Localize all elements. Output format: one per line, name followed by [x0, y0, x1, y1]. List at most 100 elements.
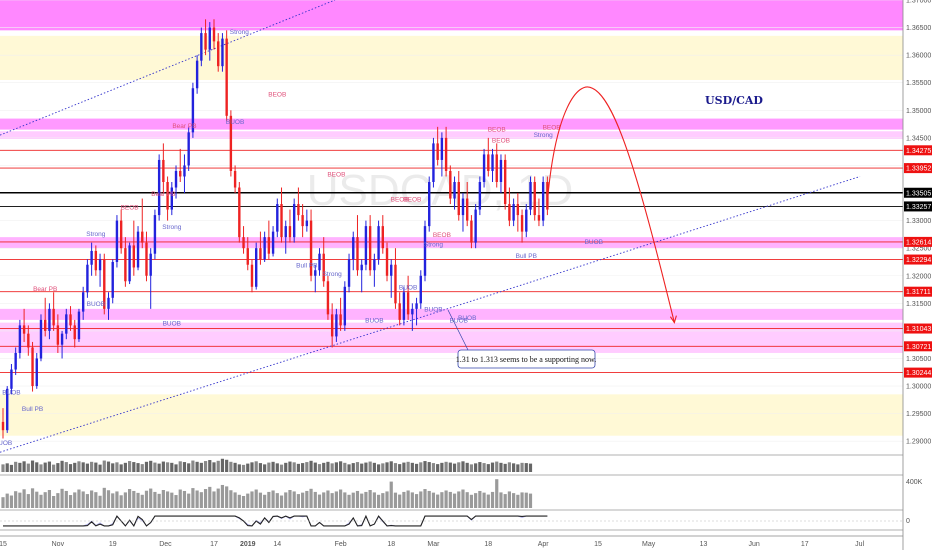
candle-body — [259, 248, 262, 260]
volume2-bar — [60, 488, 64, 508]
candle-body — [394, 264, 397, 304]
volume2-bar — [292, 491, 296, 508]
projection-arrowhead — [669, 315, 677, 324]
volume-bar — [372, 462, 376, 472]
price-tag-label: 1.30721 — [906, 344, 931, 351]
bar-annotation: BUOB — [399, 285, 417, 292]
date-tick-label: 13 — [700, 541, 708, 548]
volume2-bar — [191, 488, 195, 508]
volume2-bar — [132, 490, 136, 508]
candle-body — [111, 261, 114, 298]
candle-body — [119, 220, 123, 249]
bar-annotation: Strong — [86, 231, 106, 238]
bar-annotation: BEOB — [543, 125, 561, 132]
candle-body — [516, 204, 520, 216]
volume-bar — [233, 462, 237, 472]
volume-bar — [516, 464, 520, 472]
volume2-bar — [474, 493, 478, 508]
bar-annotation: BUOB — [226, 119, 244, 126]
candle-body — [474, 209, 477, 243]
bar-annotation: BEOB — [433, 232, 451, 239]
lower-panes — [0, 454, 903, 531]
candle-body — [280, 204, 283, 238]
volume2-bar — [279, 495, 284, 508]
volume-bar — [81, 462, 85, 472]
volume-bar — [305, 462, 309, 472]
volume2-bar — [22, 489, 26, 508]
candle-body — [309, 220, 313, 276]
volume2-bar — [490, 491, 495, 508]
bar-annotation: BUOB — [87, 301, 105, 308]
volume-bar — [47, 461, 52, 472]
candle-body — [347, 259, 351, 287]
volume2-bar — [47, 490, 52, 508]
volume2-bar — [528, 493, 533, 508]
candle-body — [288, 226, 292, 238]
volume-bar — [157, 463, 161, 472]
volume-bar — [170, 462, 174, 472]
price-zone — [0, 0, 903, 31]
bar-annotation: BEOB — [121, 205, 139, 212]
volume-bar — [528, 463, 533, 472]
volume2-bar — [305, 490, 309, 508]
candle-body — [322, 253, 325, 282]
candle-body — [533, 182, 536, 216]
volume2-bar — [457, 491, 461, 508]
volume2-bar — [115, 491, 119, 508]
date-tick-label: 14 — [273, 541, 281, 548]
candle-body — [94, 250, 98, 271]
candle-body — [174, 170, 178, 188]
volume2-bar — [225, 486, 229, 508]
candle-body — [153, 215, 157, 254]
volume2-bar — [507, 491, 511, 508]
volume-bar — [1, 464, 5, 472]
volume2-bar — [503, 494, 507, 508]
volume-bar — [419, 462, 423, 472]
volume-bar — [56, 463, 60, 472]
candle-body — [48, 308, 51, 331]
candle-body — [457, 182, 460, 216]
candle-body — [238, 187, 241, 238]
candle-body — [377, 226, 380, 260]
date-axis: 15 Nov 19 Dec 17 2019 14 Feb 18 Mar 18 Apr 15 May 13 Ju… — [0, 535, 903, 548]
price-zone — [0, 237, 903, 249]
chart-title: USD/CAD — [705, 94, 763, 107]
date-tick-label: Jun — [749, 541, 760, 548]
candle-body — [292, 204, 296, 238]
volume-bar — [309, 460, 313, 472]
chart-grid — [0, 0, 903, 442]
candle-body — [170, 187, 173, 210]
volume2-bar — [427, 490, 431, 508]
trend-lines — [0, 0, 861, 453]
price-tick-label: 1.35000 — [906, 108, 931, 115]
candle-body — [453, 182, 456, 199]
candle-body — [86, 264, 89, 293]
volume-bar — [512, 463, 516, 472]
upper-trend-line — [0, 0, 336, 136]
candle-body — [179, 170, 182, 177]
candle-body — [537, 215, 541, 221]
candle-body — [373, 259, 376, 271]
volume-bar — [507, 462, 511, 472]
support-note: 1.31 to 1.313 seems to be a supporting n… — [447, 309, 596, 369]
candle-body — [10, 369, 13, 389]
volume2-bar — [233, 492, 237, 508]
candle-body — [529, 182, 532, 210]
volume-bar — [423, 461, 427, 472]
candle-body — [208, 27, 211, 50]
date-tick-label: Jul — [855, 541, 864, 548]
volume-bar — [149, 460, 153, 472]
bar-annotation: BUOB — [424, 307, 442, 314]
candle-body — [22, 325, 26, 334]
candle-body — [98, 259, 102, 271]
volume2-bar — [263, 494, 267, 508]
price-tag-label: 1.34275 — [906, 148, 931, 155]
oscillator-tick-label: 0 — [906, 518, 910, 525]
volume2-bar — [381, 493, 385, 508]
bar-annotation: BEOB — [327, 171, 345, 178]
date-tick-label: 18 — [387, 541, 395, 548]
candle-body — [77, 311, 81, 340]
candle-body — [352, 237, 355, 260]
volume2-bar — [482, 492, 486, 508]
volume2-bar — [170, 492, 174, 508]
